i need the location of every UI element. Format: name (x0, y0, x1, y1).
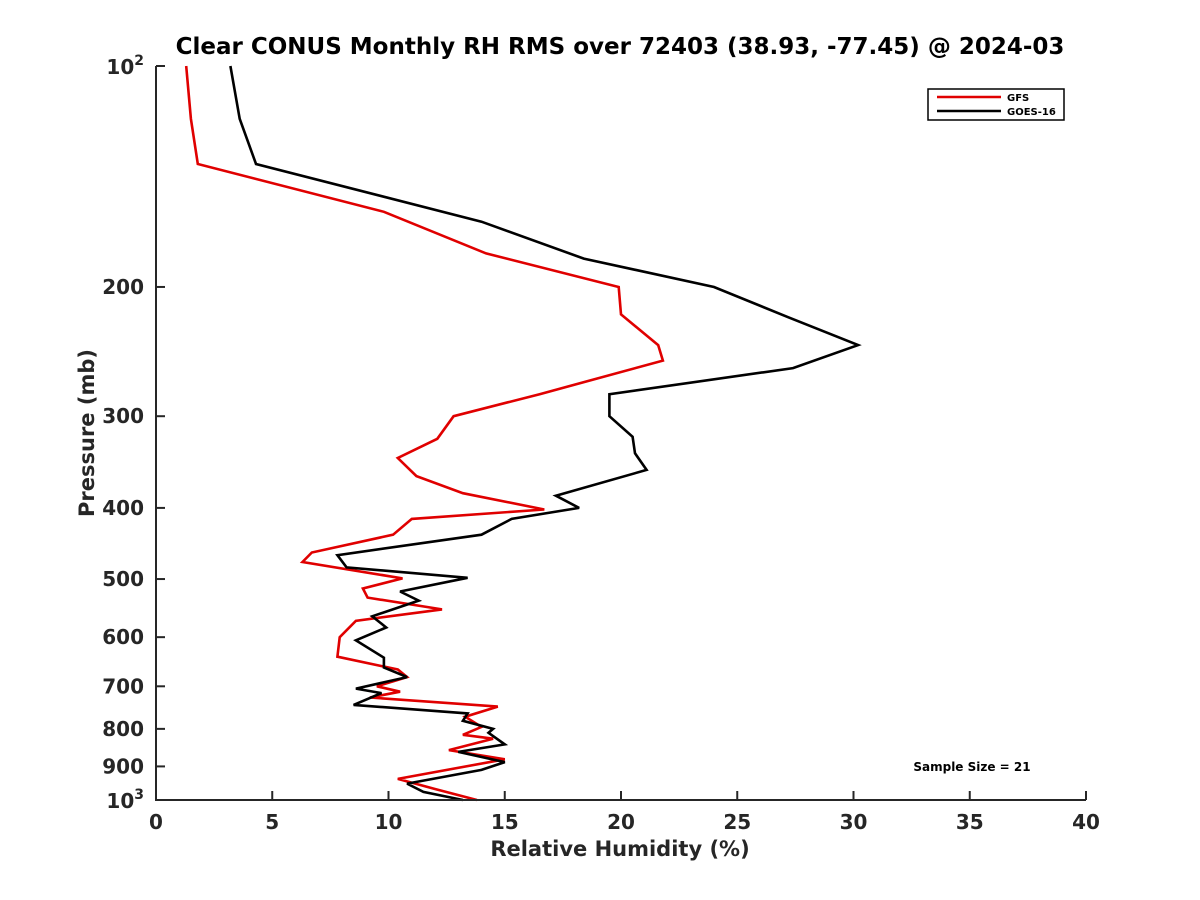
x-tick-label: 30 (840, 810, 868, 834)
y-tick-base: 10 (106, 55, 134, 79)
y-tick-label: 103 (106, 787, 144, 813)
y-tick-label: 500 (102, 567, 144, 591)
y-tick-exponent: 2 (134, 53, 144, 69)
x-tick-label: 40 (1072, 810, 1100, 834)
series-line-goes16 (229, 65, 862, 802)
y-tick-label: 300 (102, 404, 144, 428)
y-axis-label: Pressure (mb) (75, 349, 99, 517)
y-tick-label: 102 (106, 53, 144, 79)
y-tick-label: 200 (102, 275, 144, 299)
legend-box (927, 88, 1065, 121)
legend-label-goes16: GOES-16 (1007, 107, 1056, 118)
y-tick-label: 700 (102, 674, 144, 698)
x-tick-label: 10 (375, 810, 403, 834)
x-tick-label: 5 (265, 810, 279, 834)
x-axis-ticks: 0 5 10 15 20 25 30 35 40 (149, 791, 1100, 834)
y-tick-label: 900 (102, 754, 144, 778)
chart-title: Clear CONUS Monthly RH RMS over 72403 (3… (176, 34, 1065, 60)
y-tick-label: 800 (102, 717, 144, 741)
axes-frame (155, 66, 1086, 801)
series-line-gfs (184, 65, 665, 802)
y-tick-exponent: 3 (134, 787, 144, 803)
y-tick-base: 10 (106, 789, 134, 813)
x-tick-label: 0 (149, 810, 163, 834)
x-tick-label: 20 (607, 810, 635, 834)
x-tick-label: 25 (723, 810, 751, 834)
legend-label-gfs: GFS (1007, 93, 1029, 104)
x-tick-label: 35 (956, 810, 984, 834)
y-tick-label: 400 (102, 496, 144, 520)
sample-size-annotation: Sample Size = 21 (913, 760, 1030, 774)
series-layer (184, 65, 862, 802)
x-tick-label: 15 (491, 810, 519, 834)
legend: GFS GOES-16 (927, 88, 1065, 121)
x-axis-label: Relative Humidity (%) (490, 837, 749, 861)
y-tick-label: 600 (102, 625, 144, 649)
